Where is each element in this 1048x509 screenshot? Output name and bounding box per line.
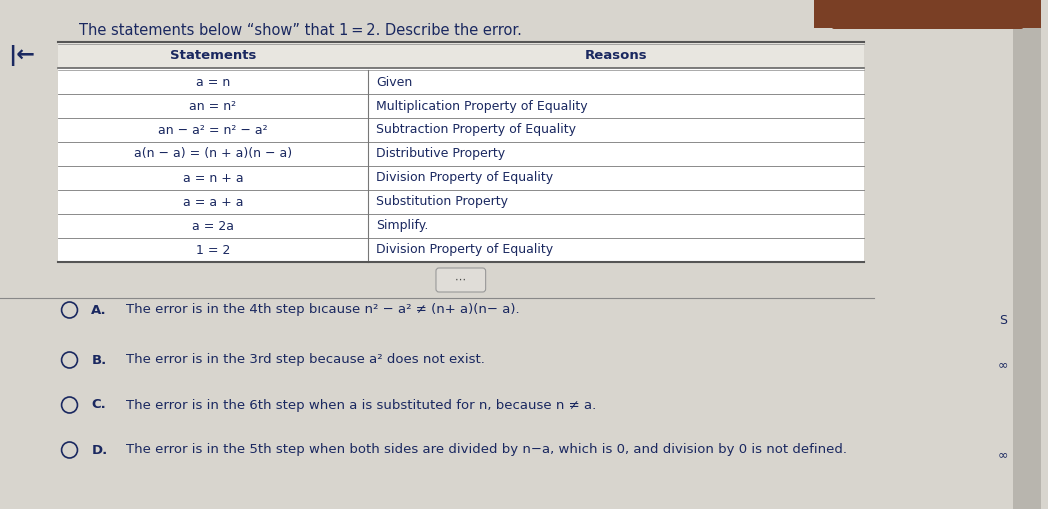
Text: Simplify.: Simplify. (376, 219, 429, 233)
Text: C.: C. (91, 399, 106, 411)
Bar (58, 214, 864, 238)
Text: |←: |← (8, 44, 36, 66)
Text: The statements below “show” that 1 = 2. Describe the error.: The statements below “show” that 1 = 2. … (80, 22, 522, 38)
Text: Reasons: Reasons (585, 48, 648, 62)
Text: A.: A. (91, 303, 107, 317)
Bar (58, 190, 864, 214)
Text: B.: B. (91, 353, 107, 366)
Text: an − a² = n² − a²: an − a² = n² − a² (158, 124, 267, 136)
Bar (58, 42, 864, 68)
Bar (58, 238, 864, 262)
Text: S: S (999, 314, 1007, 326)
Text: a = a + a: a = a + a (182, 195, 243, 209)
Text: The error is in the 4th step bıcause n² − a² ≠ (n+ a)(n− a).: The error is in the 4th step bıcause n² … (126, 303, 520, 317)
Bar (58, 166, 864, 190)
Bar (58, 42, 864, 262)
Text: 1 = 2: 1 = 2 (196, 243, 230, 257)
Text: Division Property of Equality: Division Property of Equality (376, 243, 553, 257)
Text: Subtraction Property of Equality: Subtraction Property of Equality (376, 124, 576, 136)
Text: ⋯: ⋯ (455, 275, 466, 285)
Text: D.: D. (91, 443, 108, 457)
Text: Distributive Property: Distributive Property (376, 148, 505, 160)
Text: a(n − a) = (n + a)(n − a): a(n − a) = (n + a)(n − a) (134, 148, 292, 160)
Text: Multiplication Property of Equality: Multiplication Property of Equality (376, 99, 588, 112)
Bar (0, 0, 54, 509)
Text: Given: Given (376, 75, 412, 89)
Text: The error is in the 6th step when a is substituted for n, because n ≠ a.: The error is in the 6th step when a is s… (126, 399, 596, 411)
Text: ∞: ∞ (998, 358, 1008, 372)
FancyBboxPatch shape (831, 0, 1024, 29)
Text: a = 2a: a = 2a (192, 219, 234, 233)
Text: The error is in the 3rd step because a² does not exist.: The error is in the 3rd step because a² … (126, 353, 485, 366)
Text: a = n: a = n (196, 75, 230, 89)
Bar (1013, 0, 1041, 509)
Text: Division Property of Equality: Division Property of Equality (376, 172, 553, 184)
Text: The error is in the 5th step when both sides are divided by n−a, which is 0, and: The error is in the 5th step when both s… (126, 443, 847, 457)
Bar (814, 0, 1041, 28)
Bar (58, 70, 864, 94)
Text: ∞: ∞ (998, 448, 1008, 462)
FancyBboxPatch shape (436, 268, 485, 292)
Text: Substitution Property: Substitution Property (376, 195, 508, 209)
Bar (58, 118, 864, 142)
Text: an = n²: an = n² (190, 99, 237, 112)
Bar (58, 94, 864, 118)
Text: Statements: Statements (170, 48, 256, 62)
Text: a = n + a: a = n + a (182, 172, 243, 184)
Bar (58, 142, 864, 166)
